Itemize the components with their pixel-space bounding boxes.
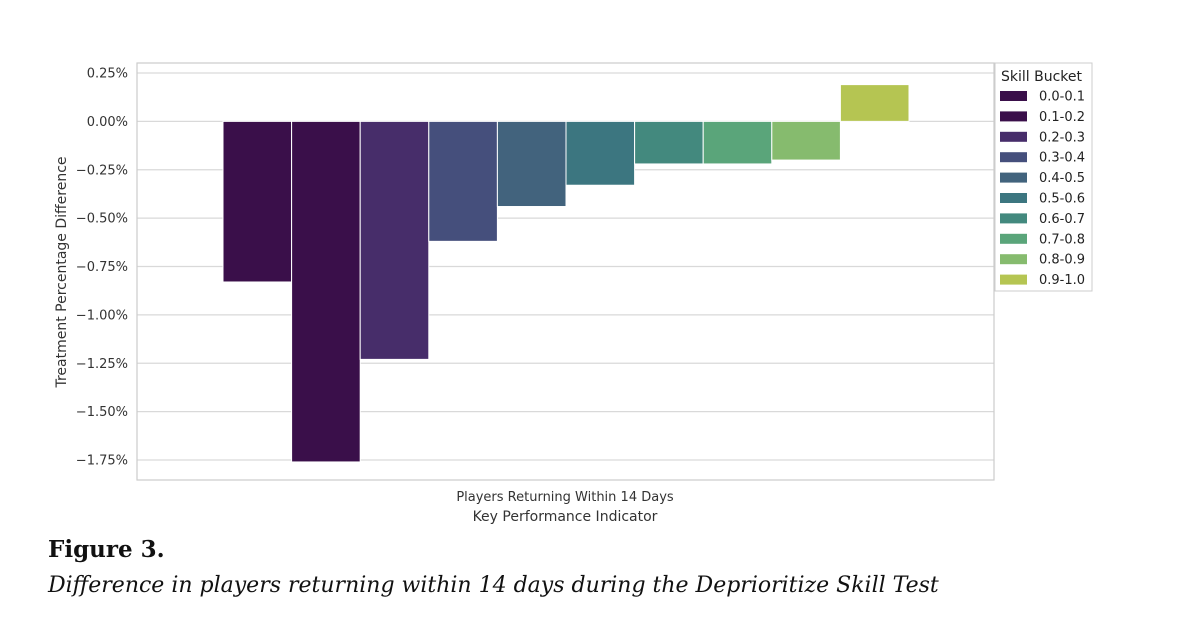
bar-0.5-0.6 [565,120,636,186]
y-tick-label: −0.75% [76,260,128,275]
y-tick-label: −1.00% [76,308,128,323]
x-tick-label: Players Returning Within 14 Days [456,490,674,505]
bar-0.8-0.9 [771,120,841,161]
legend-swatch [1000,131,1027,142]
legend-swatch [1000,213,1027,224]
legend-swatch [1000,152,1027,163]
bar-0.3-0.4 [428,120,498,242]
legend-label: 0.4-0.5 [1039,171,1085,186]
y-tick-label: 0.00% [87,115,128,130]
legend-label: 0.6-0.7 [1039,212,1085,227]
legend-label: 0.5-0.6 [1039,192,1085,207]
legend-label: 0.0-0.1 [1039,90,1085,105]
bar-0.4-0.5 [496,120,567,208]
legend-title: Skill Bucket [1001,69,1083,85]
legend-label: 0.8-0.9 [1039,253,1085,268]
legend-swatch [1000,111,1027,122]
bar-0.1-0.2 [291,120,361,463]
y-axis-title: Treatment Percentage Difference [54,156,70,388]
legend-swatch [1000,91,1027,101]
figure-number: Figure 3. [48,536,165,563]
legend-label: 0.1-0.2 [1039,110,1085,125]
bar-0.2-0.3 [359,120,430,360]
legend-swatch [1000,254,1027,265]
bar-0.9-1.0 [839,84,910,122]
legend-swatch [1000,274,1027,285]
legend-label: 0.7-0.8 [1039,232,1085,247]
y-tick-labels: 0.25% 0.00% −0.25% −0.50% −0.75% −1.00% −1.25%… [76,67,128,469]
legend-label: 0.3-0.4 [1039,151,1085,166]
legend-swatch [1000,172,1027,183]
y-tick-label: −1.75% [76,454,128,469]
legend-items: 0.0-0.1 0.1-0.2 0.2-0.3 0.3-0.4 0.4-0.5 0.5-0… [1000,90,1085,288]
y-tick-label: −1.25% [76,357,128,372]
y-tick-label: 0.25% [87,67,128,82]
legend-label: 0.2-0.3 [1039,130,1085,145]
legend: Skill Bucket 0.0-0.1 0.1-0.2 0.2-0.3 0.3-0.… [994,62,1093,292]
figure-caption: Difference in players returning within 1… [48,573,939,598]
bar-chart: 0.25% 0.00% −0.25% −0.50% −0.75% −1.00% −1.25%… [54,62,1093,525]
x-axis-title: Key Performance Indicator [473,509,658,525]
bar-0.7-0.8 [702,120,773,165]
y-tick-label: −0.25% [76,163,128,178]
legend-label: 0.9-1.0 [1039,273,1085,288]
legend-swatch [1000,233,1027,244]
legend-swatch [1000,193,1027,203]
y-tick-label: −1.50% [76,405,128,420]
plot-frame [136,62,995,481]
bars [222,84,910,463]
bar-0.0-0.1 [222,120,293,283]
bar-0.6-0.7 [634,120,704,165]
y-tick-label: −0.50% [76,212,128,227]
